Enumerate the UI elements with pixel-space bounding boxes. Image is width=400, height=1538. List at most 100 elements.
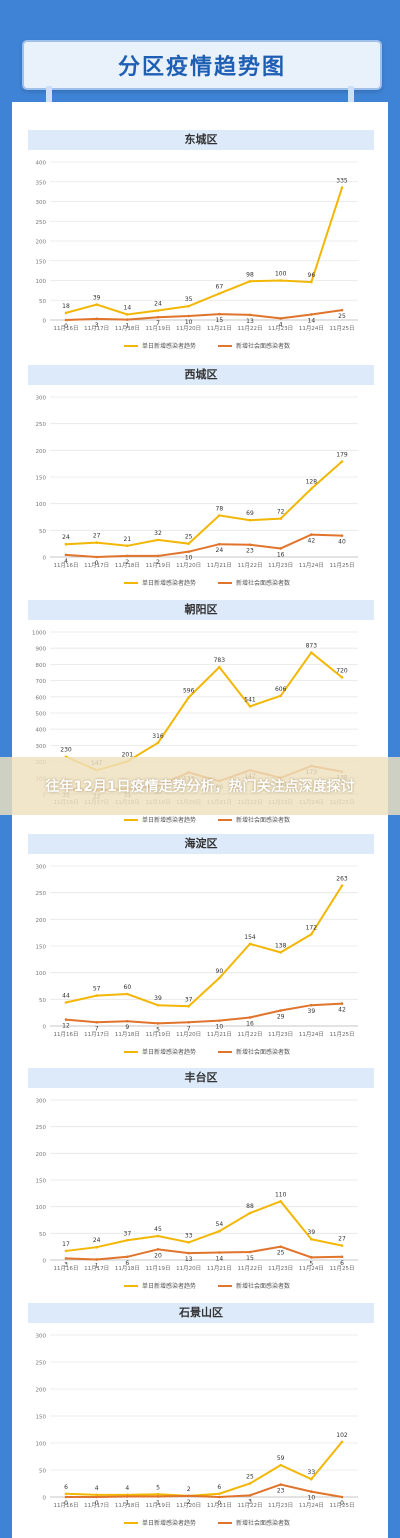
- data-point: [95, 1245, 98, 1249]
- data-label: 4: [279, 321, 283, 328]
- data-point: [340, 1495, 344, 1499]
- data-label: 40: [338, 539, 346, 546]
- data-point: [126, 992, 129, 996]
- data-point: [95, 541, 98, 544]
- chart-sheet: [12, 102, 388, 1538]
- data-label: 14: [216, 1256, 224, 1263]
- y-tick-label: 50: [39, 998, 46, 1004]
- data-label: 23: [277, 1488, 285, 1495]
- data-label: 100: [275, 271, 287, 278]
- y-tick-label: 100: [36, 502, 47, 508]
- x-tick-label: 11月19日: [146, 1502, 171, 1509]
- series-line: [65, 651, 343, 772]
- x-tick-label: 11月21日: [207, 562, 232, 569]
- data-point: [64, 1257, 68, 1260]
- data-point: [218, 542, 221, 546]
- data-point: [187, 1494, 190, 1498]
- data-point: [310, 1477, 313, 1481]
- x-tick-label: 11月17日: [84, 1031, 109, 1038]
- data-label: 230: [60, 747, 72, 754]
- data-point: [340, 308, 344, 312]
- data-point: [156, 309, 160, 312]
- data-point: [187, 314, 190, 318]
- data-label: 0: [340, 1500, 344, 1507]
- data-label: 25: [277, 1250, 285, 1257]
- data-point: [126, 544, 129, 548]
- x-tick-label: 11月17日: [84, 1502, 109, 1509]
- x-tick-label: 11月21日: [207, 1031, 232, 1038]
- y-tick-label: 50: [39, 1469, 46, 1475]
- data-point: [64, 1492, 68, 1496]
- title-peg-left: [46, 86, 52, 108]
- title-peg-right: [348, 86, 354, 108]
- x-tick-label: 11月22日: [238, 1265, 263, 1272]
- data-label: 2: [156, 559, 160, 566]
- x-tick-label: 11月22日: [238, 562, 263, 569]
- data-label: 18: [62, 303, 70, 310]
- data-point: [64, 318, 68, 322]
- x-tick-label: 11月19日: [146, 562, 171, 569]
- data-point: [340, 1002, 344, 1005]
- data-label: 263: [336, 876, 348, 883]
- data-point: [310, 487, 313, 491]
- data-point: [248, 1211, 252, 1215]
- data-point: [218, 1251, 221, 1254]
- x-tick-label: 11月20日: [176, 1031, 201, 1038]
- data-point: [126, 1238, 129, 1242]
- data-label: 2: [187, 1499, 191, 1506]
- data-label: 7: [95, 1025, 99, 1032]
- x-tick-label: 11月21日: [207, 1502, 232, 1509]
- data-label: 10: [308, 1495, 316, 1502]
- y-tick-label: 100: [36, 1205, 47, 1211]
- data-label: 29: [277, 1014, 285, 1021]
- series-line: [65, 1245, 343, 1261]
- data-point: [340, 1440, 344, 1444]
- data-point: [218, 1495, 221, 1499]
- x-tick-label: 11月24日: [299, 1031, 324, 1038]
- page-title: 分区疫情趋势图: [117, 55, 286, 80]
- data-point: [156, 1248, 160, 1251]
- x-tick-label: 11月21日: [207, 325, 232, 332]
- data-label: 4: [64, 558, 68, 565]
- data-point: [279, 951, 282, 954]
- y-tick-label: 250: [36, 220, 47, 226]
- data-label: 16: [277, 551, 285, 558]
- data-point: [279, 1009, 282, 1012]
- data-point: [187, 1004, 190, 1008]
- data-point: [279, 1200, 282, 1203]
- x-tick-label: 11月23日: [268, 1265, 293, 1272]
- data-point: [187, 696, 190, 699]
- data-label: 6: [340, 1260, 344, 1267]
- data-point: [248, 518, 252, 522]
- legend-label: 单日新增感染者趋势: [142, 579, 196, 587]
- data-point: [310, 1490, 313, 1493]
- data-label: 5: [309, 1260, 313, 1267]
- y-tick-label: 200: [36, 918, 47, 924]
- data-label: 33: [308, 1469, 316, 1476]
- data-label: 13: [246, 318, 254, 325]
- series-line: [66, 1483, 343, 1499]
- overlay-banner: 往年12月1日疫情走势分析，热门关注点深度探讨: [0, 757, 400, 815]
- data-label: 873: [306, 643, 318, 650]
- data-point: [187, 304, 190, 308]
- data-label: 2: [125, 559, 129, 566]
- data-label: 5: [156, 1026, 160, 1033]
- data-label: 12: [62, 1023, 70, 1030]
- y-tick-label: 0: [43, 1259, 47, 1265]
- data-point: [340, 1255, 344, 1259]
- data-point: [187, 542, 190, 545]
- data-label: 102: [336, 1432, 348, 1439]
- x-tick-label: 11月16日: [54, 1265, 79, 1272]
- data-label: 33: [185, 1232, 193, 1239]
- chart-title: 西城区: [28, 365, 374, 385]
- data-point: [156, 1493, 160, 1496]
- legend-label: 单日新增感染者趋势: [142, 342, 196, 350]
- banner-text: 往年12月1日疫情走势分析，热门关注点深度探讨: [45, 779, 355, 795]
- data-point: [187, 550, 190, 553]
- x-tick-label: 11月17日: [84, 325, 109, 332]
- series-line: [65, 460, 343, 547]
- data-point: [156, 1234, 160, 1238]
- data-point: [64, 1001, 68, 1004]
- data-label: 3: [64, 1261, 68, 1268]
- data-point: [279, 694, 282, 698]
